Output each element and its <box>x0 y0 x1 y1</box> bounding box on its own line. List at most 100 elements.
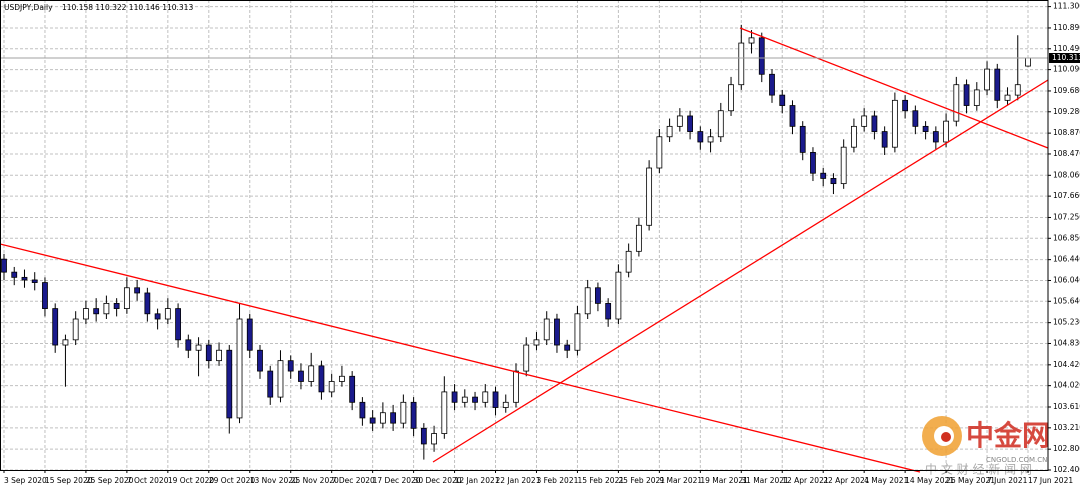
x-tick-label: 19 Oct 2020 <box>168 476 215 485</box>
y-tick-label: 109.680 <box>1053 86 1080 95</box>
x-tick-label: 22 Jan 2021 <box>496 476 541 485</box>
candle-body <box>93 308 100 315</box>
candle-body <box>31 279 38 283</box>
candle-body <box>666 125 673 138</box>
candle-body <box>861 115 868 127</box>
candle-body <box>574 313 581 351</box>
y-tick-label: 107.250 <box>1053 212 1080 221</box>
candle-body <box>564 344 571 351</box>
candle-body <box>318 365 325 393</box>
y-tick-label: 110.490 <box>1053 44 1080 53</box>
y-tick-label: 106.040 <box>1053 275 1080 284</box>
candle-body <box>502 401 509 408</box>
x-tick-label: 7 Dec 2020 <box>332 476 375 485</box>
candle-body <box>994 68 1001 101</box>
candle-body <box>984 68 990 91</box>
trendlines <box>0 27 1049 473</box>
candle-body <box>451 391 458 403</box>
x-tick-label: 26 May 2021 <box>946 476 995 485</box>
x-tick-label: 22 Apr 2021 <box>823 476 870 485</box>
y-tick-label: 104.020 <box>1053 381 1080 390</box>
candle-body <box>533 339 540 346</box>
candle-body <box>840 146 847 185</box>
candle-body <box>799 125 806 153</box>
candle-body <box>1 258 7 273</box>
candle-body <box>635 224 642 252</box>
candle-body <box>113 302 120 309</box>
candle-body <box>543 318 550 341</box>
candle-body <box>810 151 816 174</box>
x-tick-label: 9 Mar 2021 <box>659 476 702 485</box>
watermark-logo-dot <box>941 432 951 442</box>
candle-body <box>277 360 284 398</box>
x-tick-label: 13 Nov 2020 <box>250 476 298 485</box>
candle-body <box>922 125 929 132</box>
candle-body <box>605 302 612 320</box>
candle-body <box>236 318 243 419</box>
candle-body <box>185 339 192 351</box>
candle-body <box>1014 84 1021 96</box>
candle-body <box>154 313 161 320</box>
candle-body <box>226 349 233 419</box>
last-price-box <box>1049 52 1080 63</box>
candle-body <box>349 375 356 403</box>
x-tick-label: 25 Feb 2021 <box>618 476 665 485</box>
candle-body <box>431 433 437 445</box>
x-tick-label: 12 Jan 2021 <box>455 476 500 485</box>
candle-body <box>410 401 417 429</box>
x-tick-label: 25 Sep 2020 <box>86 476 134 485</box>
y-tick-label: 102.400 <box>1053 465 1080 474</box>
candle-body <box>769 73 775 96</box>
candle-body <box>728 84 734 112</box>
candle-body <box>1004 94 1011 101</box>
y-tick-label: 109.280 <box>1053 107 1080 116</box>
candle-body <box>963 84 970 106</box>
x-tick-label: 15 Feb 2021 <box>577 476 624 485</box>
x-tick-label: 30 Dec 2020 <box>414 476 462 485</box>
candle-body <box>595 287 601 304</box>
candle-body <box>21 276 28 281</box>
candle-body <box>953 84 960 122</box>
candle-body <box>175 308 181 341</box>
candle-body <box>758 37 765 75</box>
candle-body <box>881 131 888 148</box>
y-tick-label: 108.060 <box>1053 170 1080 179</box>
candle-body <box>205 344 212 362</box>
candle-body <box>369 417 376 424</box>
candle-body <box>359 401 366 419</box>
candle-body <box>973 89 980 106</box>
y-tick-label: 102.800 <box>1053 444 1080 453</box>
candle-body <box>83 308 89 320</box>
candle-body <box>72 318 79 341</box>
trendline <box>0 243 921 473</box>
candle-body <box>584 287 591 315</box>
candle-body <box>513 370 519 403</box>
y-tick-label: 104.420 <box>1053 360 1080 369</box>
candle-body <box>492 391 499 408</box>
y-tick-label: 107.660 <box>1053 191 1080 200</box>
plot-border <box>0 0 1049 471</box>
candle-body <box>482 391 489 403</box>
y-tick-label: 110.890 <box>1053 23 1080 32</box>
candle-body <box>62 339 69 346</box>
candle-body <box>748 37 755 44</box>
candle-body <box>195 344 202 351</box>
candle-body <box>257 349 263 372</box>
candle-body <box>339 375 345 382</box>
candles <box>1 24 1031 460</box>
x-tick-label: 12 Apr 2021 <box>782 476 829 485</box>
trendline <box>739 27 1049 149</box>
x-tick-label: 3 Feb 2021 <box>536 476 578 485</box>
candle-body <box>851 125 857 148</box>
candle-body <box>717 110 724 138</box>
candle-body <box>554 318 560 346</box>
y-tick-label: 111.300 <box>1053 2 1080 11</box>
x-tick-label: 25 Nov 2020 <box>291 476 339 485</box>
candle-body <box>390 412 397 424</box>
candle-body <box>11 271 18 278</box>
candle-body <box>164 308 171 320</box>
x-tick-label: 4 May 2021 <box>864 476 908 485</box>
